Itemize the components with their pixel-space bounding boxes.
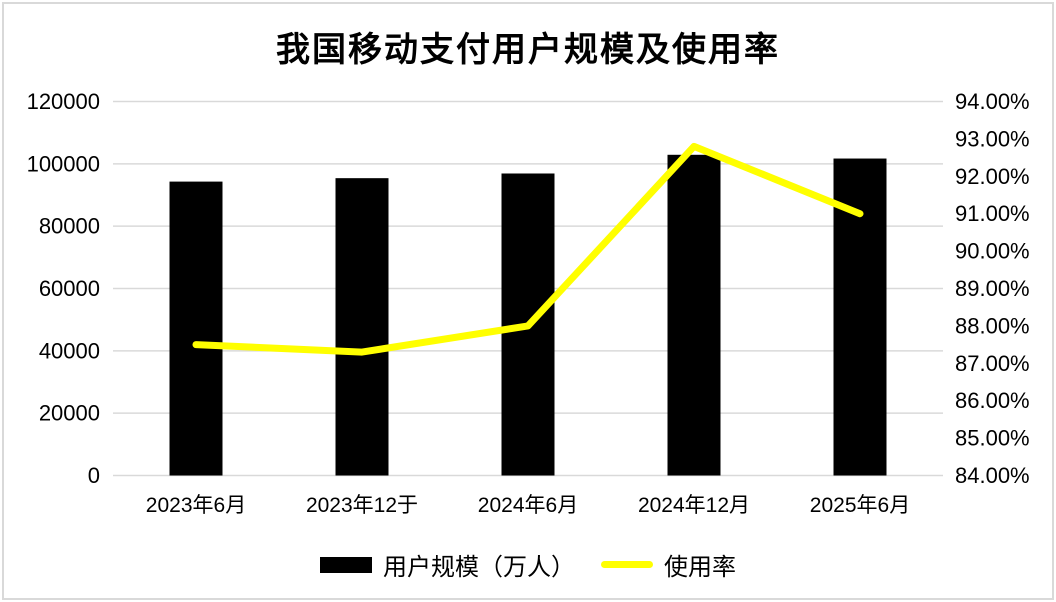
- y-axis-right-tick-label: 90.00%: [955, 239, 1030, 264]
- y-axis-left-tick-label: 20000: [39, 401, 100, 426]
- y-axis-right-tick-label: 92.00%: [955, 164, 1030, 189]
- x-axis-category-label: 2024年12月: [638, 494, 750, 517]
- y-axis-right-tick-label: 85.00%: [955, 426, 1030, 451]
- y-axis-right-tick-label: 91.00%: [955, 201, 1030, 226]
- y-axis-left-tick-label: 0: [88, 463, 100, 488]
- legend-item-usage-rate: 使用率: [601, 547, 736, 582]
- y-axis-left-tick-label: 120000: [27, 89, 100, 114]
- x-axis-category-label: 2023年6月: [146, 494, 246, 517]
- y-axis-left-tick-label: 100000: [27, 151, 100, 176]
- x-axis-category-label: 2023年12于: [306, 494, 418, 517]
- legend-label-user-scale: 用户规模（万人）: [383, 554, 575, 581]
- y-axis-right-tick-label: 89.00%: [955, 276, 1030, 301]
- chart-legend: 用户规模（万人） 使用率: [0, 547, 1056, 582]
- chart-title: 我国移动支付用户规模及使用率: [276, 31, 780, 69]
- legend-label-usage-rate: 使用率: [664, 554, 736, 581]
- y-axis-left-tick-label: 60000: [39, 276, 100, 301]
- legend-item-user-scale: 用户规模（万人）: [320, 547, 575, 582]
- y-axis-right-tick-label: 84.00%: [955, 463, 1030, 488]
- x-axis-category-label: 2025年6月: [810, 494, 910, 517]
- bar-user-scale: [169, 181, 223, 476]
- y-axis-right-tick-label: 94.00%: [955, 89, 1030, 114]
- y-axis-left-tick-label: 80000: [39, 214, 100, 239]
- line-series-swatch: [601, 561, 653, 568]
- y-axis-right-tick-label: 93.00%: [955, 126, 1030, 151]
- y-axis-right-tick-label: 87.00%: [955, 351, 1030, 376]
- line-usage-rate: [192, 142, 864, 356]
- bar-user-scale: [667, 154, 721, 476]
- y-axis-right-tick-label: 86.00%: [955, 388, 1030, 413]
- bar-series-swatch: [320, 556, 372, 573]
- bar-user-scale: [335, 178, 389, 476]
- y-axis-right-tick-label: 88.00%: [955, 313, 1030, 338]
- y-axis-left-tick-label: 40000: [39, 338, 100, 363]
- x-axis-category-label: 2024年6月: [478, 494, 578, 517]
